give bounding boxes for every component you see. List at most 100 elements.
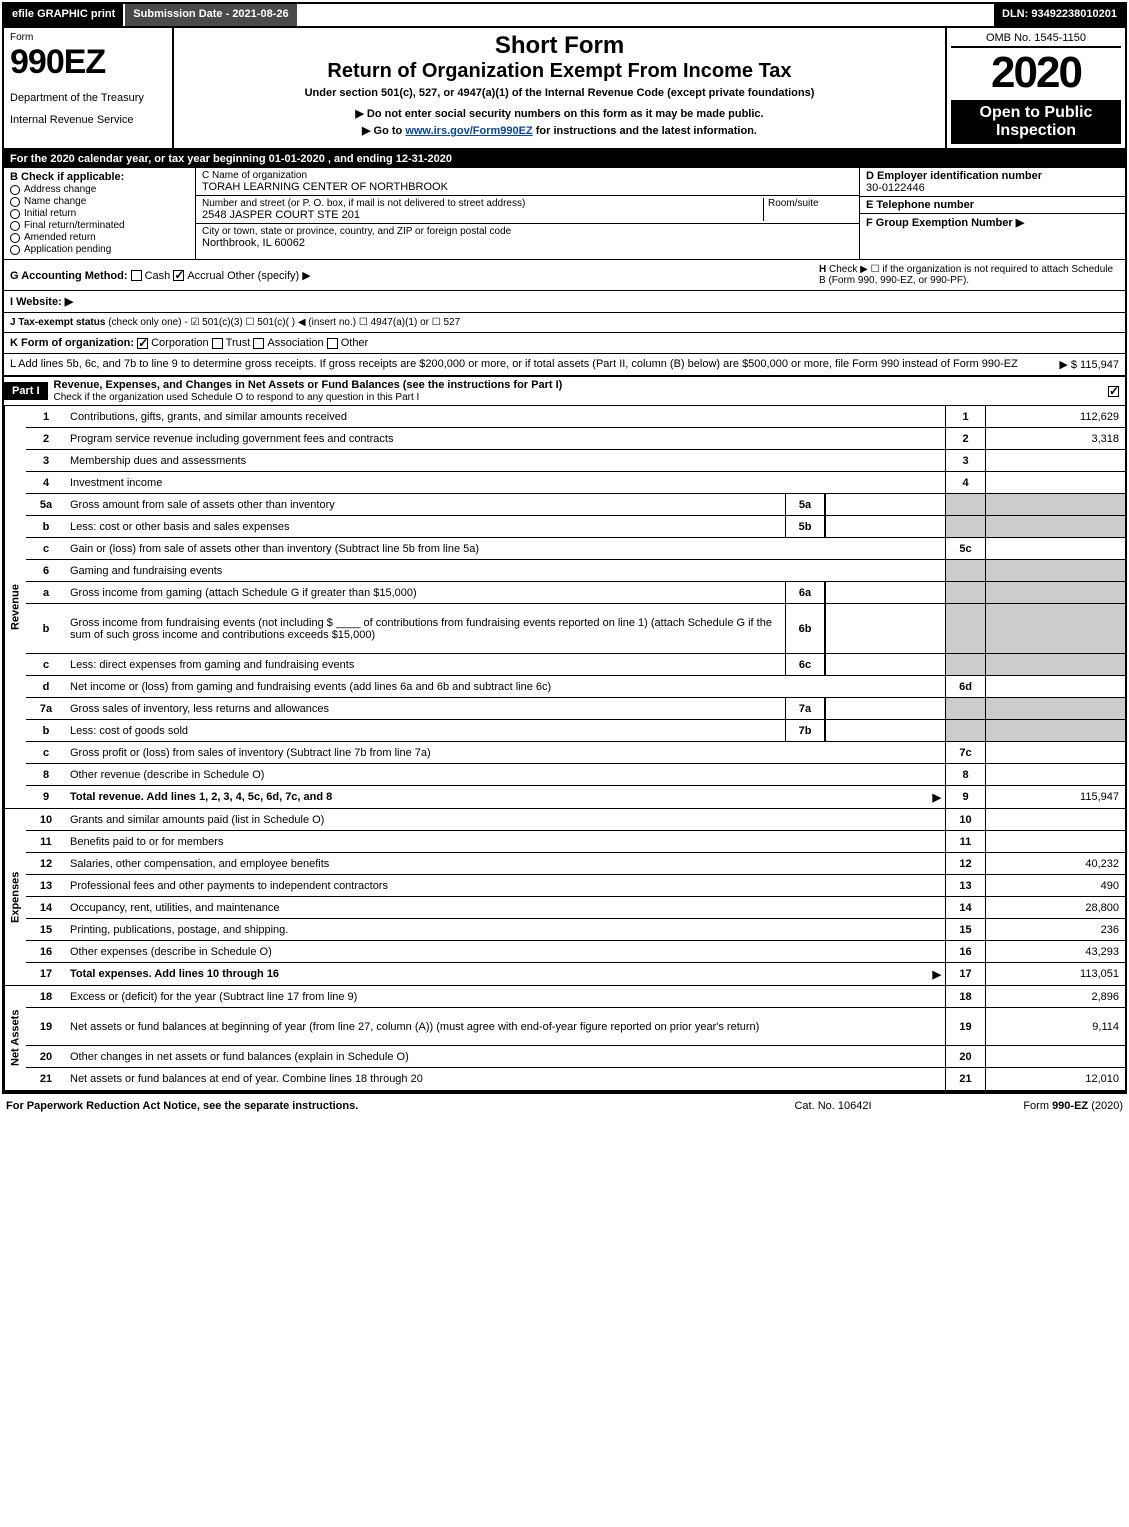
irs-link[interactable]: www.irs.gov/Form990EZ [405,125,532,137]
section-j: J Tax-exempt status (check only one) - ☑… [4,313,1125,333]
cb-schedule-o[interactable] [1108,386,1119,397]
form-container: efile GRAPHIC print Submission Date - 20… [2,2,1127,1094]
form-number: 990EZ [10,43,166,82]
ln15-desc: Printing, publications, postage, and shi… [66,922,945,938]
footer-left: For Paperwork Reduction Act Notice, see … [6,1100,723,1112]
note-ssn: ▶ Do not enter social security numbers o… [178,107,941,120]
ln15-ref: 15 [945,919,985,940]
header: Form 990EZ Department of the Treasury In… [4,28,1125,150]
corp-label: Corporation [151,337,208,349]
title-return: Return of Organization Exempt From Incom… [178,60,941,83]
ln5c-num: c [26,541,66,557]
cb-assoc[interactable] [253,338,264,349]
ln7c-ref: 7c [945,742,985,763]
ln11-ref: 11 [945,831,985,852]
ln11-num: 11 [26,834,66,850]
ln16-ref: 16 [945,941,985,962]
other-org-label: Other [341,337,369,349]
ln5c-desc: Gain or (loss) from sale of assets other… [66,541,945,557]
cb-corp[interactable] [137,338,148,349]
cb-accrual[interactable] [173,270,184,281]
ln13-amt: 490 [985,875,1125,896]
ln15-num: 15 [26,922,66,938]
cb-address-change[interactable]: Address change [10,184,189,195]
ln20-amt [985,1046,1125,1067]
ln4-ref: 4 [945,472,985,493]
j-label: J Tax-exempt status [10,317,105,328]
ein-value: 30-0122446 [866,182,1119,194]
ln4-num: 4 [26,475,66,491]
part1-sub: Check if the organization used Schedule … [54,392,420,403]
cb-cash[interactable] [131,270,142,281]
accrual-label: Accrual [187,270,224,282]
part1-label: Part I [4,382,48,400]
c-street-label: Number and street (or P. O. box, if mail… [202,198,763,209]
ln6c-desc: Less: direct expenses from gaming and fu… [66,657,785,673]
cb-amended-return[interactable]: Amended return [10,232,189,243]
section-def: D Employer identification number 30-0122… [860,168,1125,259]
k-label: K Form of organization: [10,337,134,349]
ln17-num: 17 [26,966,66,982]
ln18-ref: 18 [945,986,985,1007]
ln18-amt: 2,896 [985,986,1125,1007]
ln19-ref: 19 [945,1008,985,1045]
note-goto-suffix: for instructions and the latest informat… [536,125,757,137]
omb-number: OMB No. 1545-1150 [951,32,1121,48]
cb-final-return[interactable]: Final return/terminated [10,220,189,231]
netassets-section: Net Assets 18Excess or (deficit) for the… [4,986,1125,1092]
footer-mid: Cat. No. 10642I [723,1100,943,1112]
ln6b-sc: 6b [785,604,825,653]
ln12-num: 12 [26,856,66,872]
ln2-desc: Program service revenue including govern… [66,431,945,447]
ln6c-num: c [26,657,66,673]
ln10-desc: Grants and similar amounts paid (list in… [66,812,945,828]
ln17-amt: 113,051 [985,963,1125,985]
ln3-ref: 3 [945,450,985,471]
form-label: Form [10,32,166,43]
b-label: B Check if applicable: [10,171,189,183]
c-name-label: C Name of organization [202,170,853,181]
ln6d-desc: Net income or (loss) from gaming and fun… [66,679,945,695]
ln13-ref: 13 [945,875,985,896]
cb-initial-return[interactable]: Initial return [10,208,189,219]
ln2-num: 2 [26,431,66,447]
cb-trust[interactable] [212,338,223,349]
ln7a-desc: Gross sales of inventory, less returns a… [66,701,785,717]
dept-treasury: Department of the Treasury [10,92,166,104]
l-text: L Add lines 5b, 6c, and 7b to line 9 to … [10,358,1059,371]
ln10-amt [985,809,1125,830]
ln3-num: 3 [26,453,66,469]
ln5b-sc: 5b [785,516,825,537]
cb-name-change[interactable]: Name change [10,196,189,207]
subtitle: Under section 501(c), 527, or 4947(a)(1)… [178,87,941,99]
ln16-desc: Other expenses (describe in Schedule O) [66,944,945,960]
dln-label: DLN: 93492238010201 [994,4,1125,26]
ln18-num: 18 [26,989,66,1005]
ln14-desc: Occupancy, rent, utilities, and maintena… [66,900,945,916]
ln5c-ref: 5c [945,538,985,559]
room-suite-label: Room/suite [763,198,853,221]
ln6-desc: Gaming and fundraising events [66,563,945,579]
cb-other-org[interactable] [327,338,338,349]
ln7b-sc: 7b [785,720,825,741]
j-text: (check only one) - ☑ 501(c)(3) ☐ 501(c)(… [108,317,460,328]
ln9-ref: 9 [945,786,985,808]
cb-application-pending[interactable]: Application pending [10,244,189,255]
ln7c-num: c [26,745,66,761]
ln12-ref: 12 [945,853,985,874]
ln12-amt: 40,232 [985,853,1125,874]
org-street: 2548 JASPER COURT STE 201 [202,209,763,221]
expenses-label: Expenses [4,809,26,985]
ln14-amt: 28,800 [985,897,1125,918]
ln9-amt: 115,947 [985,786,1125,808]
note-goto-prefix: ▶ Go to [362,125,405,137]
ln13-num: 13 [26,878,66,894]
ln16-num: 16 [26,944,66,960]
efile-print-button[interactable]: efile GRAPHIC print [4,4,125,26]
ln21-amt: 12,010 [985,1068,1125,1090]
section-g-h: G Accounting Method: Cash Accrual Other … [4,260,1125,291]
assoc-label: Association [267,337,323,349]
part1-header: Part I Revenue, Expenses, and Changes in… [4,376,1125,406]
i-label: I Website: ▶ [10,296,73,308]
ln11-amt [985,831,1125,852]
